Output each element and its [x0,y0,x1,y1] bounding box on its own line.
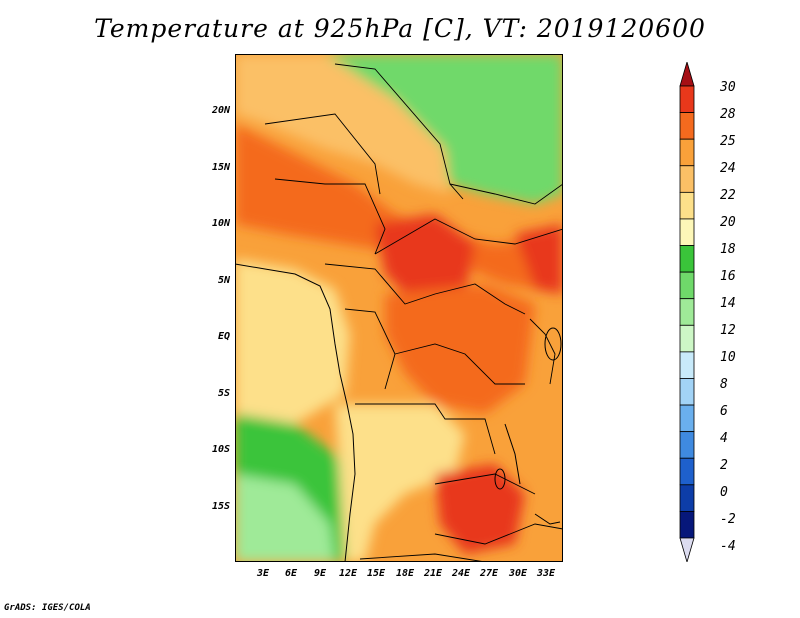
colorbar-label: 4 [720,431,728,446]
colorbar-label: 16 [720,269,736,284]
chart-title: Temperature at 925hPa [C], VT: 201912060… [94,14,706,43]
colorbar-label: 0 [720,485,728,500]
colorbar-swatch [679,112,695,140]
colorbar-label: 10 [720,350,736,365]
lon-tick-label: 30E [508,568,528,579]
colorbar-swatch [679,138,695,167]
lon-tick-label: 3E [256,568,270,579]
colorbar-swatch [679,351,695,379]
map-frame [235,54,563,562]
lat-tick-label: 15N [211,162,230,173]
sahel-hot-band [235,124,563,294]
colorbar-label: -4 [720,539,736,554]
country-borders [264,63,563,562]
colorbar-swatch [679,245,695,273]
lat-tick-label: 15S [211,501,230,512]
east-hot-core [515,224,563,294]
lon-tick-label: 18E [395,568,415,579]
colorbar-swatch [679,511,695,539]
colorbar-label: 28 [720,107,736,122]
colorbar-label: 30 [720,80,736,95]
lon-tick-label: 6E [284,568,298,579]
southwest-pale-region [235,474,335,562]
lat-tick-label: 5S [217,388,230,399]
colorbar-swatch [679,165,695,193]
lon-tick-label: 27E [479,568,499,579]
colorbar-bottom-triangle [679,537,695,562]
lakes [494,327,562,525]
lat-tick-label: 10N [211,218,230,229]
colorbar-swatch [679,191,695,220]
colorbar-label: 12 [720,323,736,338]
colorbar-label: 2 [720,458,728,473]
coastline [235,263,356,562]
colorbar-label: 8 [720,377,728,392]
colorbar-label: -2 [720,512,736,527]
colorbar-label: 22 [720,188,736,203]
colorbar-swatch [679,218,695,246]
south-mild-region [335,404,465,562]
lon-tick-label: 33E [536,568,556,579]
colorbar-swatch [679,431,695,459]
lat-tick-label: 5N [217,275,230,286]
lon-tick-label: 9E [313,568,327,579]
temperature-map [235,54,563,562]
colorbar-top-triangle [679,62,695,87]
colorbar-swatch [679,85,695,113]
colorbar-swatch [679,484,695,512]
grads-credit: GrADS: IGES/COLA [4,603,91,613]
congo-hot-region [385,284,535,414]
lon-tick-label: 15E [366,568,386,579]
lat-tick-label: 10S [211,444,230,455]
lon-tick-label: 24E [451,568,471,579]
colorbar [679,62,695,562]
colorbar-label: 20 [720,215,736,230]
colorbar-label: 14 [720,296,736,311]
colorbar-label: 24 [720,161,736,176]
lat-tick-label: EQ [217,331,230,342]
colorbar-swatch [679,404,695,433]
lon-tick-label: 21E [423,568,443,579]
colorbar-swatch [679,271,695,300]
colorbar-swatch [679,324,695,353]
lon-tick-label: 12E [338,568,358,579]
gulf-mild-region [235,259,350,424]
colorbar-label: 25 [720,134,736,149]
lat-tick-label: 20N [211,105,230,116]
south-hot-region [435,464,525,554]
colorbar-label: 6 [720,404,728,419]
colorbar-swatch [679,298,695,326]
colorbar-swatch [679,378,695,406]
colorbar-label: 18 [720,242,736,257]
colorbar-swatch [679,457,695,486]
